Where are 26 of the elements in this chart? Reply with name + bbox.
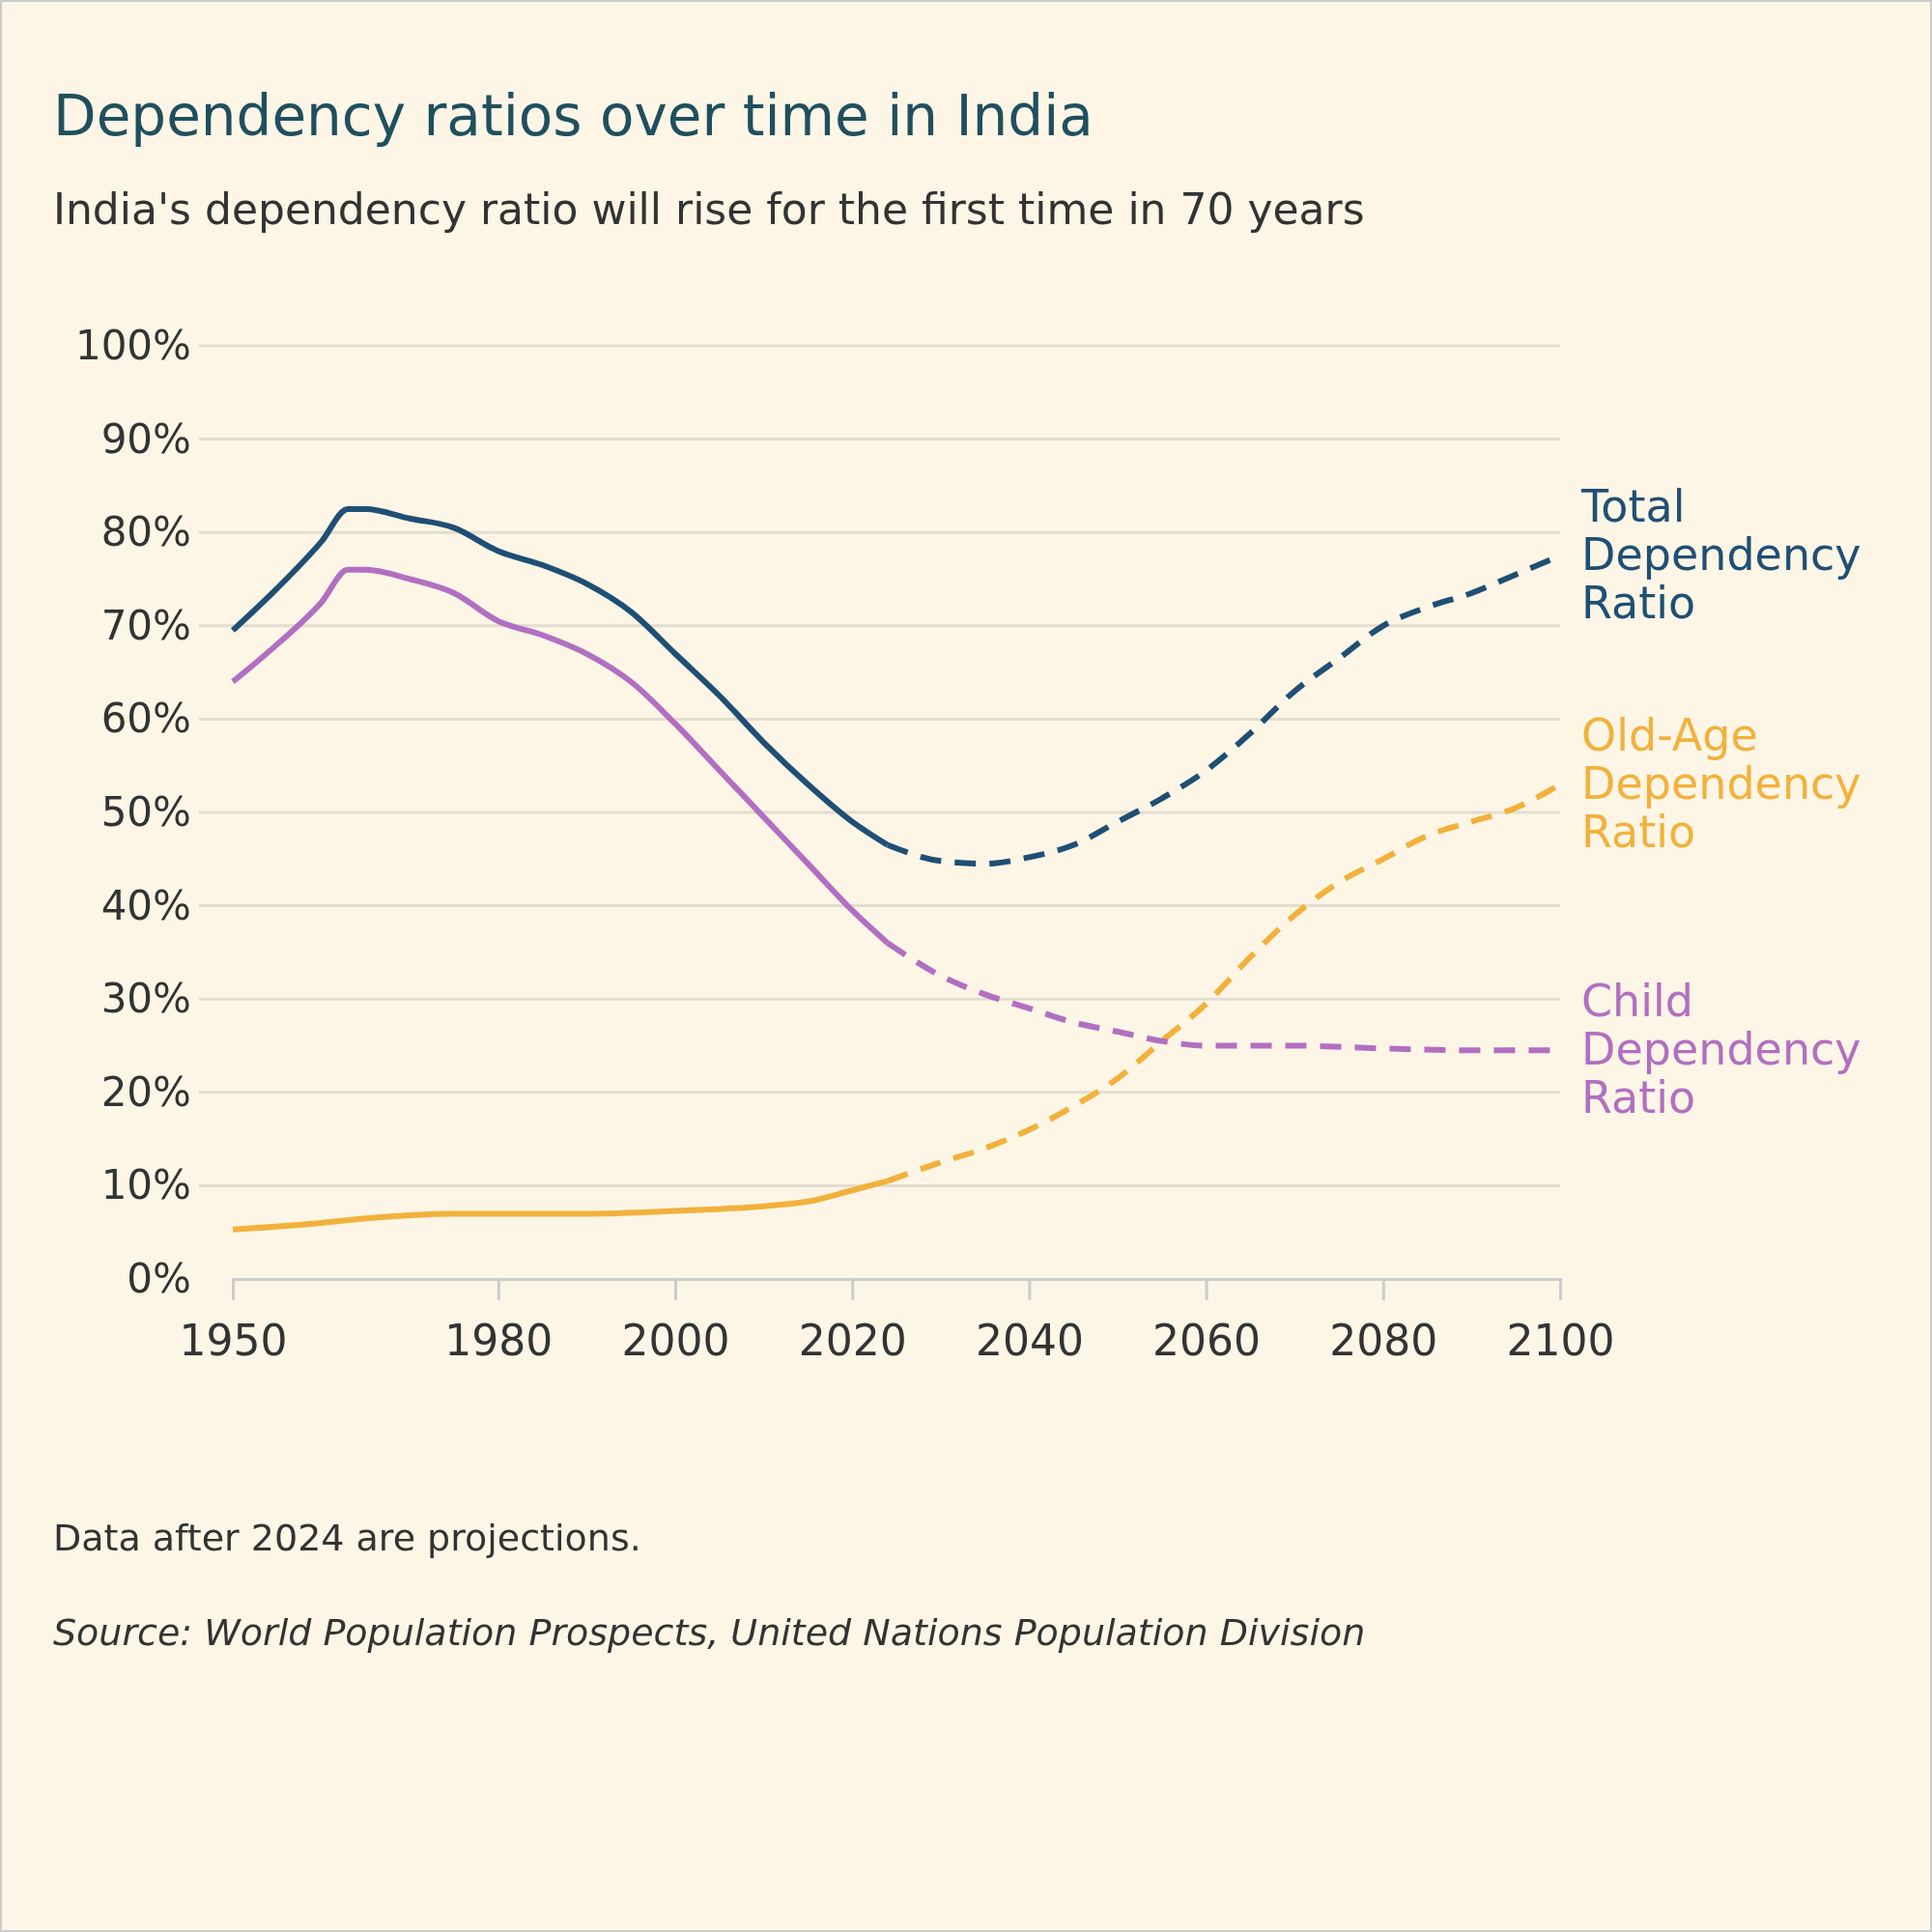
y-tick-label: 50% xyxy=(100,787,191,836)
y-tick-label: 100% xyxy=(74,321,191,369)
y-tick-label: 30% xyxy=(100,975,191,1023)
chart-title: Dependency ratios over time in India xyxy=(53,83,1094,149)
series-label: Total Dependency Ratio xyxy=(1580,480,1861,630)
x-tick-label: 2100 xyxy=(1506,1316,1615,1366)
series-label: Child Dependency Ratio xyxy=(1581,975,1861,1124)
x-tick-label: 2040 xyxy=(975,1316,1084,1366)
y-tick-label: 70% xyxy=(100,601,191,649)
source-note: Source: World Population Prospects, United Nations Population Division xyxy=(53,1611,1366,1654)
y-tick-label: 60% xyxy=(100,695,191,743)
text: Data after 2024 are projections. xyxy=(53,1517,641,1559)
y-tick-label: 20% xyxy=(100,1067,191,1116)
x-tick-label: 2080 xyxy=(1329,1316,1438,1366)
series-label: Old-Age Dependency Ratio xyxy=(1581,709,1861,859)
y-tick-label: 0% xyxy=(127,1254,191,1302)
x-tick-label: 2000 xyxy=(621,1316,730,1366)
x-tick-label: 1980 xyxy=(444,1316,554,1366)
y-tick-label: 90% xyxy=(100,414,191,463)
chart-subtitle: India's dependency ratio will rise for the first time in 70 years xyxy=(53,185,1365,234)
x-tick-label: 2060 xyxy=(1152,1316,1262,1366)
y-tick-label: 40% xyxy=(100,881,191,929)
y-tick-label: 80% xyxy=(100,508,191,556)
x-tick-label: 1950 xyxy=(179,1316,288,1366)
y-tick-label: 10% xyxy=(100,1161,191,1209)
x-tick-label: 2020 xyxy=(798,1316,907,1366)
